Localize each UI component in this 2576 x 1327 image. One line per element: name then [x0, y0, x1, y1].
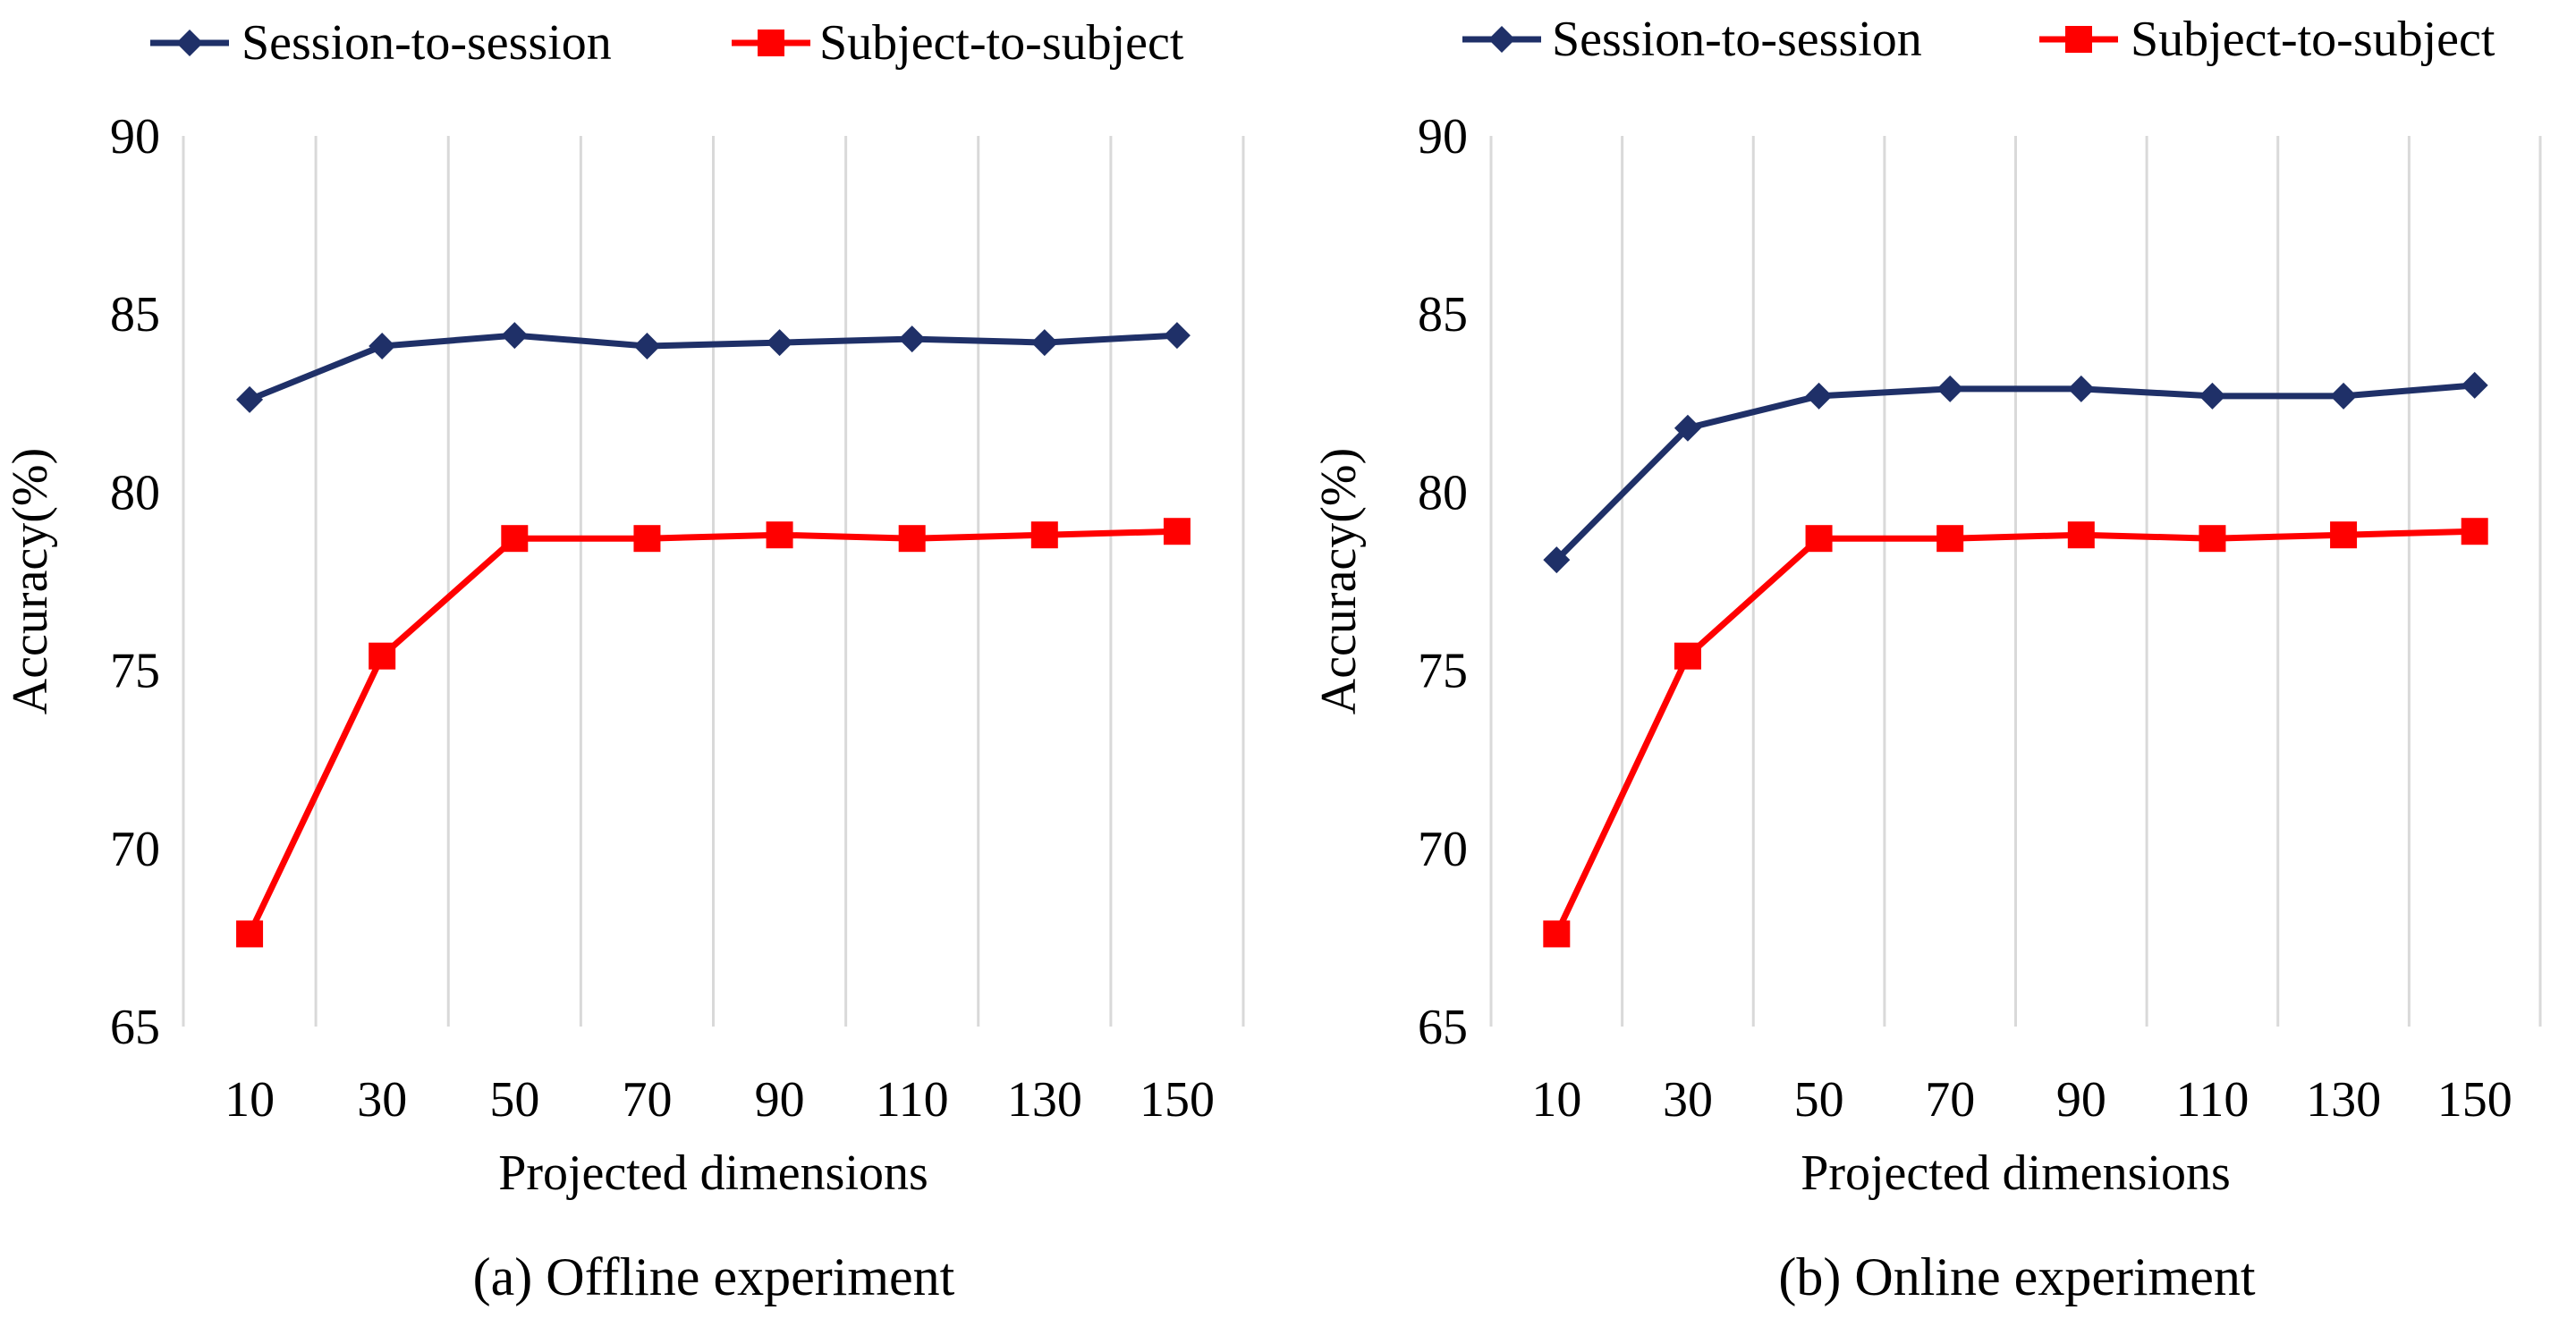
- x-tick-label: 50: [1794, 1072, 1844, 1128]
- x-tick-label: 150: [1140, 1072, 1215, 1128]
- data-point-subject: [369, 642, 396, 670]
- y-axis: 65 70 75 80 85 90: [110, 109, 160, 1055]
- series-line-subject: [246, 528, 1178, 935]
- legend: Session-to-session Subject-to-subject: [150, 15, 1184, 71]
- data-point-session: [1805, 382, 1833, 410]
- y-tick-label: 85: [1418, 287, 1468, 342]
- y-tick-label: 75: [110, 644, 160, 699]
- y-axis-label: Accuracy(%): [3, 448, 58, 714]
- y-axis: 65 70 75 80 85 90: [1418, 109, 1468, 1055]
- legend-swatch-subject: [732, 30, 810, 56]
- data-point-session: [2067, 375, 2095, 402]
- x-axis: 10 30 50 70 90 110 130 150: [225, 1072, 1215, 1128]
- x-tick-label: 90: [2056, 1072, 2106, 1128]
- x-tick-label: 70: [622, 1072, 672, 1128]
- y-tick-label: 75: [1418, 644, 1468, 699]
- data-point-subject: [1805, 525, 1833, 553]
- x-tick-label: 130: [2306, 1072, 2381, 1128]
- data-point-subject: [766, 521, 793, 549]
- data-point-subject: [1936, 525, 1964, 553]
- legend-label-session: Session-to-session: [242, 15, 612, 71]
- data-point-subject: [501, 525, 529, 553]
- chart-panel-online: Session-to-session Subject-to-subject 65…: [1311, 12, 2542, 1306]
- x-tick-label: 10: [225, 1072, 275, 1128]
- x-tick-label: 50: [489, 1072, 539, 1128]
- data-point-subject: [633, 525, 661, 553]
- x-tick-label: 30: [357, 1072, 407, 1128]
- data-point-session: [766, 329, 793, 357]
- data-point-subject: [2330, 521, 2358, 549]
- data-point-subject: [1030, 521, 1058, 549]
- data-point-subject: [2199, 525, 2226, 553]
- legend-label-subject: Subject-to-subject: [2131, 12, 2496, 67]
- y-tick-label: 70: [1418, 822, 1468, 877]
- x-tick-label: 110: [876, 1072, 949, 1128]
- data-point-session: [2461, 371, 2488, 399]
- data-point-subject: [2461, 518, 2488, 545]
- grid: [1489, 136, 2542, 1027]
- y-axis-label: Accuracy(%): [1311, 448, 1367, 714]
- x-tick-label: 10: [1531, 1072, 1581, 1128]
- panel-caption: (a) Offline experiment: [473, 1247, 955, 1306]
- series-line-subject: [1554, 528, 2475, 935]
- series-line-session: [248, 332, 1178, 403]
- y-tick-label: 80: [1418, 465, 1468, 520]
- data-point-subject: [236, 920, 264, 948]
- x-tick-label: 130: [1007, 1072, 1082, 1128]
- y-tick-label: 90: [1418, 109, 1468, 165]
- x-tick-label: 150: [2437, 1072, 2512, 1128]
- legend-label-session: Session-to-session: [1552, 12, 1922, 67]
- data-point-subject: [898, 525, 926, 553]
- y-tick-label: 70: [110, 822, 160, 877]
- data-point-session: [2199, 382, 2226, 410]
- x-axis-label: Projected dimensions: [498, 1145, 928, 1201]
- y-tick-label: 80: [110, 465, 160, 520]
- series-line-session: [1554, 382, 2475, 562]
- chart-panel-offline: Session-to-session Subject-to-subject 65…: [3, 15, 1245, 1306]
- plot-series: [236, 322, 1191, 948]
- legend-swatch-session: [1462, 26, 1541, 53]
- legend: Session-to-session Subject-to-subject: [1462, 12, 2496, 67]
- x-axis-label: Projected dimensions: [1801, 1145, 2231, 1201]
- data-point-session: [369, 333, 396, 360]
- data-point-session: [501, 322, 529, 350]
- y-tick-label: 65: [1418, 1000, 1468, 1055]
- data-point-subject: [1163, 518, 1191, 545]
- y-tick-label: 85: [110, 287, 160, 342]
- data-point-session: [2330, 382, 2358, 410]
- x-tick-label: 70: [1925, 1072, 1975, 1128]
- x-tick-label: 110: [2175, 1072, 2249, 1128]
- y-tick-label: 65: [110, 1000, 160, 1055]
- legend-swatch-subject: [2039, 26, 2118, 53]
- plot-series: [1543, 371, 2488, 948]
- data-point-session: [633, 333, 661, 360]
- y-tick-label: 90: [110, 109, 160, 165]
- data-point-session: [898, 325, 926, 353]
- data-point-session: [1543, 546, 1571, 574]
- legend-swatch-session: [150, 30, 229, 56]
- data-point-subject: [2067, 521, 2095, 549]
- data-point-session: [1163, 322, 1191, 350]
- x-tick-label: 90: [755, 1072, 805, 1128]
- legend-label-subject: Subject-to-subject: [819, 15, 1184, 71]
- data-point-subject: [1543, 920, 1571, 948]
- data-point-subject: [1674, 642, 1701, 670]
- data-point-session: [1030, 329, 1058, 357]
- x-tick-label: 30: [1663, 1072, 1713, 1128]
- data-point-session: [1674, 414, 1701, 442]
- x-axis: 10 30 50 70 90 110 130 150: [1531, 1072, 2512, 1128]
- grid: [182, 136, 1245, 1027]
- panel-caption: (b) Online experiment: [1778, 1247, 2255, 1306]
- data-point-session: [236, 385, 264, 413]
- data-point-session: [1936, 375, 1964, 402]
